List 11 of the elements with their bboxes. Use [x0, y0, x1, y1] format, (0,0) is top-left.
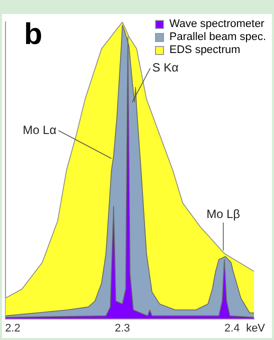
- x-tick-label: 2.4: [224, 322, 240, 334]
- annotation: S Kα: [152, 60, 179, 74]
- legend-label: Parallel beam spec.: [169, 31, 266, 44]
- x-tick-label: 2.3: [114, 322, 130, 334]
- chart-title: b: [24, 18, 42, 51]
- x-axis-title: keV: [246, 322, 266, 334]
- x-tick-label: 2.2: [5, 322, 20, 334]
- annotation: Mo Lα: [22, 122, 56, 137]
- legend-label: EDS spectrum: [169, 44, 240, 57]
- legend-label: Wave spectrometer: [169, 18, 264, 31]
- annotation: Mo Lβ: [206, 206, 240, 221]
